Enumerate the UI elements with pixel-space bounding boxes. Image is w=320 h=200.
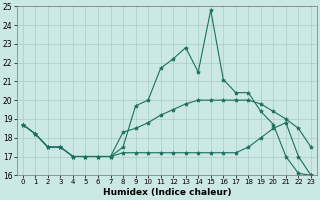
- X-axis label: Humidex (Indice chaleur): Humidex (Indice chaleur): [103, 188, 231, 197]
